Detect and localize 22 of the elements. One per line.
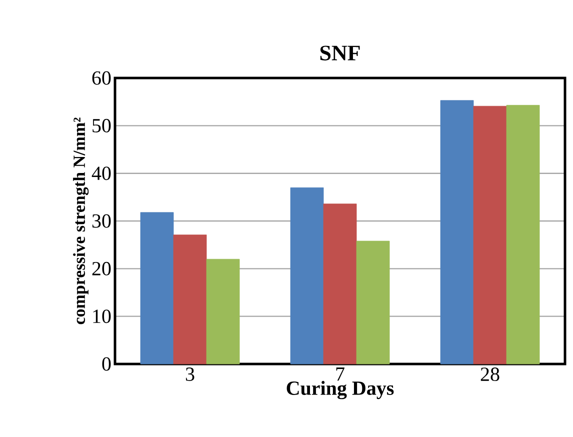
bar [206, 258, 240, 364]
x-tick-label: 28 [480, 368, 500, 382]
bar [440, 100, 474, 364]
x-axis-title: Curing Days [286, 380, 394, 400]
chart-title: SNF [320, 46, 360, 60]
y-tick-label: 10 [93, 310, 111, 324]
bar [173, 234, 207, 364]
y-axis-title: compressive strength N/mm² [73, 118, 89, 324]
bar [506, 104, 540, 364]
x-tick-label: 3 [186, 368, 194, 381]
bar [473, 106, 507, 364]
y-tick-label: 50 [92, 118, 111, 132]
bar [356, 240, 390, 364]
y-tick-label: 40 [92, 166, 111, 180]
y-tick-label: 30 [92, 214, 111, 228]
bar [323, 204, 357, 364]
y-tick-label: 60 [92, 71, 111, 85]
x-tick-label: 7 [336, 368, 344, 381]
bar [290, 187, 324, 364]
bar [140, 212, 174, 364]
y-tick-label: 20 [92, 262, 111, 276]
y-tick-label: 0 [102, 357, 111, 371]
